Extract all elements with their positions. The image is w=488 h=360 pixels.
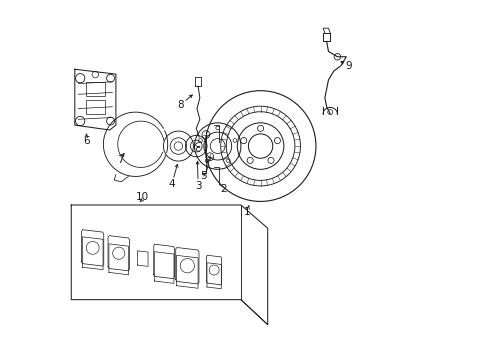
Text: 7: 7 [117,155,123,165]
Text: 5: 5 [199,171,206,181]
Text: 4: 4 [168,179,175,189]
Text: 9: 9 [345,61,352,71]
Text: 2: 2 [219,184,226,194]
Text: 1: 1 [244,207,250,217]
Bar [85,82,105,96]
Text: 10: 10 [136,192,149,202]
Text: 6: 6 [83,136,89,147]
Bar [85,100,105,114]
Text: 3: 3 [194,181,201,191]
Text: 8: 8 [177,100,183,110]
